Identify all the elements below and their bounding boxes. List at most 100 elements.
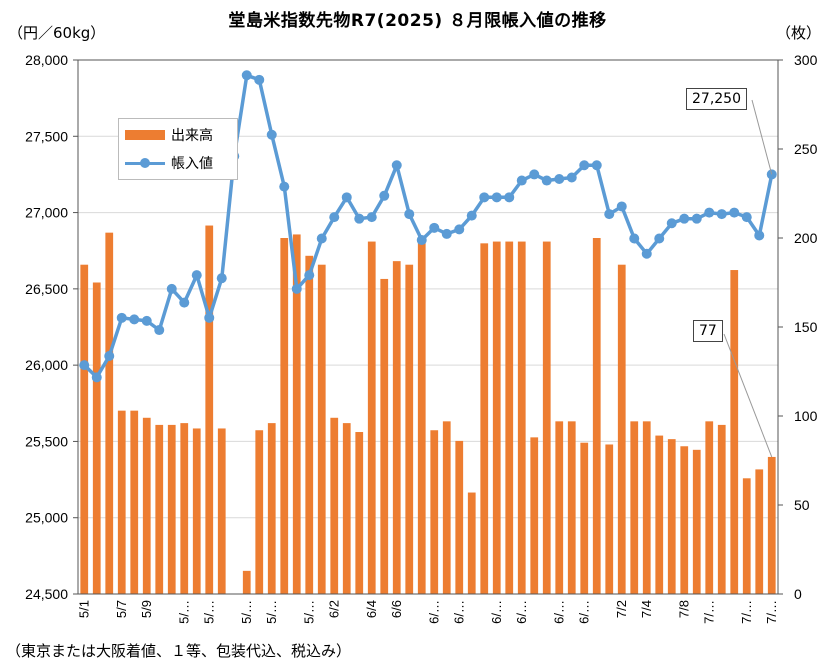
x-tick-label: 7/8 [676, 600, 691, 618]
volume-bar [380, 278, 389, 594]
right-tick-label: 100 [794, 408, 818, 424]
price-point [566, 172, 577, 183]
volume-callout-leader [723, 333, 773, 458]
volume-bar [667, 439, 676, 594]
volume-bar [717, 424, 726, 594]
right-axis-ticks: 0 50 100 150 200 250 300 [778, 52, 818, 602]
volume-bar [192, 428, 201, 594]
volume-bar [680, 446, 689, 594]
price-point [354, 213, 365, 224]
right-tick-label: 250 [794, 141, 818, 157]
legend-item-price: 帳入値 [125, 153, 213, 173]
x-tick-label: 5/1 [76, 600, 91, 618]
price-point [304, 270, 315, 281]
volume-bar [117, 410, 126, 594]
price-point [616, 201, 627, 212]
x-tick-label: 6/2 [326, 600, 341, 618]
price-point [391, 160, 402, 171]
left-axis-unit: （円／60kg） [8, 24, 106, 42]
price-point [91, 372, 102, 383]
last-volume-callout: 77 [693, 320, 723, 342]
volume-bars [80, 225, 776, 595]
volume-bar [567, 421, 576, 594]
x-axis-ticks: 5/1 5/7 5/9 5/… 5/… 5/… 5/… 5/… 6/2 6/4 6/6 6/… 6/… 6… [76, 600, 779, 624]
x-tick-label: 5/… [176, 600, 191, 624]
price-point [441, 228, 452, 239]
x-tick-label: 6/4 [364, 600, 379, 618]
volume-bar [467, 492, 476, 594]
x-tick-label: 5/… [239, 600, 254, 624]
x-tick-label: 6/… [451, 600, 466, 624]
legend-item-volume: 出来高 [125, 125, 213, 145]
price-point [579, 160, 590, 171]
volume-bar [155, 424, 164, 594]
x-tick-label: 7/… [739, 600, 754, 624]
legend-price-label: 帳入値 [171, 156, 213, 172]
price-point [641, 248, 652, 259]
volume-bar [542, 241, 551, 594]
price-point [191, 270, 202, 281]
volume-bar [742, 478, 751, 594]
price-point [341, 192, 352, 203]
x-tick-label: 6/… [514, 600, 529, 624]
volume-bar [592, 238, 601, 594]
price-point [316, 233, 327, 244]
volume-bar [617, 264, 626, 594]
price-point [529, 169, 540, 180]
volume-bar [630, 421, 639, 594]
price-point [754, 230, 765, 241]
price-point [729, 207, 740, 218]
volume-bar [280, 238, 289, 594]
price-point [291, 283, 302, 294]
x-tick-label: 6/… [426, 600, 441, 624]
volume-bar [105, 232, 114, 594]
volume-bar [692, 449, 701, 594]
volume-bar [530, 437, 539, 594]
volume-bar [517, 241, 526, 594]
volume-bar [255, 430, 264, 594]
volume-bar [505, 241, 514, 594]
price-point [491, 192, 502, 203]
volume-bar [392, 261, 401, 594]
price-point [666, 218, 677, 229]
x-tick-label: 6/6 [389, 600, 404, 618]
volume-bar [180, 423, 189, 594]
price-point [679, 213, 690, 224]
volume-bar [342, 423, 351, 594]
right-tick-label: 0 [794, 586, 802, 602]
volume-bar [405, 264, 414, 594]
x-tick-label: 7/4 [639, 600, 654, 618]
price-point [454, 224, 465, 235]
x-tick-label: 7/… [764, 600, 779, 624]
chart-title: 堂島米指数先物R7(2025) ８月限帳入値の推移 [228, 11, 607, 31]
volume-bar [417, 241, 426, 594]
volume-bar [267, 423, 276, 594]
volume-bar [480, 243, 489, 594]
price-point [604, 209, 615, 220]
price-point [429, 222, 440, 233]
price-point [591, 160, 602, 171]
price-point [179, 297, 190, 308]
x-tick-label: 7/… [701, 600, 716, 624]
price-point [166, 283, 177, 294]
right-tick-label: 50 [794, 497, 810, 513]
volume-bar [655, 435, 664, 594]
volume-bar [80, 264, 89, 594]
price-point [654, 233, 665, 244]
right-tick-label: 300 [794, 52, 818, 68]
volume-bar [455, 440, 464, 594]
price-point [554, 174, 565, 185]
price-point [329, 212, 340, 223]
price-point [129, 314, 140, 325]
volume-bar [242, 570, 251, 594]
x-tick-label: 5/… [201, 600, 216, 624]
x-tick-label: 5/7 [114, 600, 129, 618]
volume-bar [767, 456, 776, 594]
price-point [704, 207, 715, 218]
x-tick-label: 7/2 [614, 600, 629, 618]
legend-line-swatch [125, 158, 165, 168]
price-point [479, 192, 490, 203]
volume-bar [142, 417, 151, 594]
right-axis-unit: （枚） [775, 24, 821, 42]
volume-bar [317, 264, 326, 594]
